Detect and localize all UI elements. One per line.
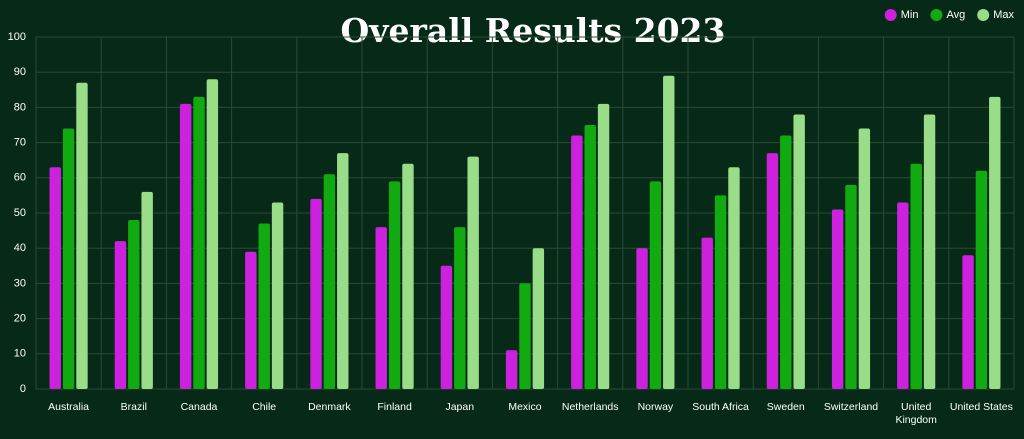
bar	[793, 114, 805, 389]
bar	[245, 251, 257, 389]
bar	[323, 174, 336, 389]
bar	[989, 96, 1001, 389]
x-tick-label: South Africa	[692, 401, 749, 413]
bar	[532, 248, 545, 389]
bar	[141, 191, 153, 389]
bar	[636, 248, 648, 389]
y-tick-label: 10	[14, 348, 26, 360]
x-tick-label: Norway	[637, 401, 674, 413]
x-tick-label: Canada	[180, 401, 218, 413]
bar	[728, 167, 740, 389]
x-tick-label: United Kingdom	[895, 401, 937, 426]
x-tick-label: Finland	[377, 401, 412, 413]
bar	[858, 128, 871, 389]
bar	[128, 220, 140, 389]
bar	[701, 237, 713, 389]
x-tick-label: Japan	[445, 401, 475, 413]
legend-swatch	[930, 9, 943, 21]
bar	[519, 283, 531, 389]
legend-label: Min	[901, 9, 919, 21]
bar	[258, 223, 270, 389]
bar	[505, 350, 518, 389]
y-tick-label: 60	[14, 172, 26, 184]
x-tick-label: Switzerland	[823, 401, 879, 413]
bar	[440, 265, 453, 389]
bar	[467, 156, 479, 389]
bar	[375, 227, 387, 389]
x-tick-label: United States	[949, 401, 1013, 413]
bar	[649, 181, 662, 389]
x-tick-label: Australia	[48, 401, 90, 413]
bar	[597, 103, 610, 389]
bar	[923, 114, 936, 389]
bar	[831, 209, 844, 389]
bar	[454, 227, 466, 389]
x-tick-label: Mexico	[508, 401, 542, 413]
y-tick-label: 90	[14, 66, 26, 78]
y-tick-label: 70	[14, 137, 26, 149]
bar	[193, 96, 205, 389]
y-tick-label: 100	[8, 31, 26, 43]
y-tick-label: 80	[14, 101, 26, 113]
bar	[584, 125, 596, 389]
legend-swatch	[977, 9, 990, 21]
bar	[114, 241, 127, 389]
bar	[780, 135, 792, 389]
bar	[714, 195, 727, 389]
bar	[402, 163, 414, 389]
chart-title: Overall Results 2023	[341, 11, 726, 50]
bar	[337, 153, 349, 389]
bar	[179, 103, 192, 389]
bar	[897, 202, 909, 389]
bar	[663, 75, 675, 389]
y-tick-label: 20	[14, 313, 26, 325]
legend-swatch	[884, 9, 897, 21]
x-tick-label: Denmark	[308, 401, 351, 413]
bar	[388, 181, 401, 389]
bar	[845, 184, 857, 389]
bar	[206, 79, 219, 390]
legend-label: Max	[993, 9, 1014, 21]
x-tick-label: Brazil	[120, 401, 147, 413]
y-tick-label: 30	[14, 277, 26, 289]
x-tick-label: Netherlands	[561, 401, 619, 413]
x-tick-label: Chile	[252, 401, 277, 413]
legend-label: Avg	[946, 9, 965, 21]
bar	[49, 167, 61, 389]
bar	[271, 202, 284, 389]
bar	[310, 198, 322, 389]
y-tick-label: 50	[14, 207, 26, 219]
bar	[910, 163, 922, 389]
bar	[62, 128, 75, 389]
y-tick-label: 0	[20, 383, 26, 395]
y-tick-label: 40	[14, 242, 26, 254]
bar	[571, 135, 583, 389]
bar	[76, 82, 88, 389]
bar	[766, 153, 779, 389]
bar	[975, 170, 988, 389]
bar	[962, 255, 974, 389]
x-tick-label: Sweden	[766, 401, 805, 413]
